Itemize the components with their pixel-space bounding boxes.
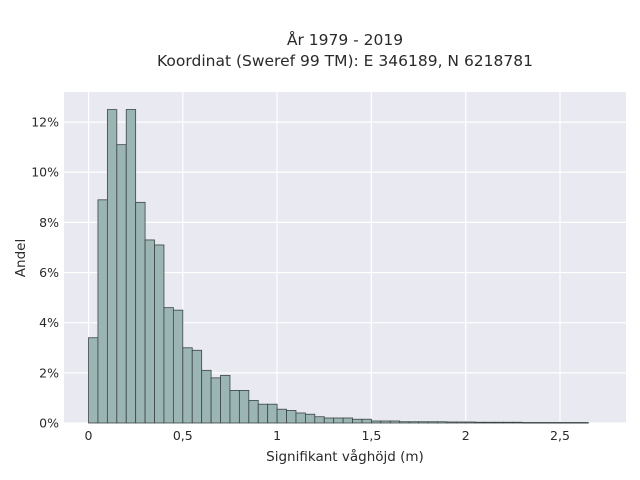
x-tick-label: 2,5 [550, 428, 570, 443]
histogram-bar [578, 422, 589, 424]
y-tick-label: 6% [39, 265, 59, 280]
histogram-bar [172, 309, 184, 424]
histogram-bar [484, 421, 495, 424]
chart-title: År 1979 - 2019 [287, 30, 403, 49]
histogram-bar [116, 144, 127, 424]
histogram-bar [569, 422, 580, 424]
histogram-bar [201, 369, 212, 424]
histogram-bar [465, 421, 476, 424]
histogram-bar [323, 417, 335, 424]
x-axis-label: Signifikant våghöjd (m) [266, 448, 424, 465]
histogram-bar [352, 418, 363, 424]
histogram-bar [559, 422, 570, 424]
histogram-bar [191, 349, 203, 424]
histogram-bar [399, 421, 410, 424]
histogram-bar [248, 400, 259, 424]
histogram-bar [342, 417, 353, 424]
histogram-bar [550, 422, 561, 424]
histogram-bar [446, 421, 457, 424]
histogram-bar [512, 421, 523, 424]
histogram-bar [144, 239, 155, 424]
histogram-bar [455, 421, 467, 424]
histogram-bar [286, 410, 297, 424]
histogram-bar [257, 403, 269, 424]
y-tick-label: 8% [39, 215, 59, 230]
histogram-bar [220, 374, 231, 424]
histogram-bar [106, 109, 118, 424]
histogram-bar [427, 421, 438, 424]
y-tick-label: 2% [39, 365, 59, 380]
histogram-bar [531, 422, 542, 424]
histogram-bar [295, 412, 306, 424]
histogram-bar [418, 421, 429, 424]
histogram-bar [503, 421, 514, 424]
histogram-bar [493, 421, 504, 424]
histogram-bar [304, 413, 316, 424]
histogram-bar [540, 422, 551, 424]
x-tick-label: 2 [462, 428, 470, 443]
histogram-bar [389, 420, 401, 424]
histogram-bar [154, 244, 165, 424]
histogram-bar [314, 416, 325, 424]
histogram-bar [521, 422, 533, 424]
y-axis-label: Andel [13, 239, 29, 277]
histogram-bar [371, 420, 382, 424]
histogram-bar [380, 420, 391, 424]
histogram-bar [361, 418, 372, 424]
y-tick-label: 10% [31, 165, 59, 180]
x-tick-label: 0 [85, 428, 93, 443]
histogram-bar [238, 390, 250, 424]
chart-subtitle: Koordinat (Sweref 99 TM): E 346189, N 62… [157, 52, 533, 70]
histogram-bar [125, 109, 137, 424]
histogram-bar [408, 421, 419, 424]
histogram-bar [437, 421, 448, 424]
histogram-bar [267, 403, 278, 424]
x-axis-ticks: 0 0,5 1 1,5 2 2,5 [85, 428, 570, 443]
histogram-bar [135, 201, 146, 424]
y-tick-label: 12% [31, 115, 59, 130]
histogram-bars [88, 109, 589, 424]
x-tick-label: 1 [273, 428, 281, 443]
histogram-bar [333, 417, 344, 424]
histogram-bar [182, 347, 193, 424]
histogram-bar [276, 408, 287, 424]
histogram-bar [229, 390, 240, 424]
x-tick-label: 0,5 [173, 428, 193, 443]
histogram-bar [163, 307, 174, 424]
x-tick-label: 1,5 [361, 428, 381, 443]
y-tick-label: 0% [39, 416, 59, 431]
histogram-bar [474, 421, 485, 424]
histogram-bar [97, 199, 108, 424]
y-axis-ticks: 0% 2% 4% 6% 8% 10% 12% [31, 115, 59, 431]
y-tick-label: 4% [39, 315, 59, 330]
histogram-bar [88, 337, 99, 424]
histogram-bar [210, 377, 221, 424]
